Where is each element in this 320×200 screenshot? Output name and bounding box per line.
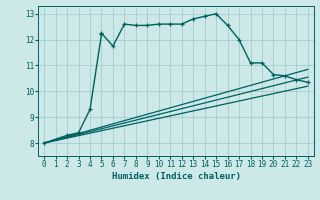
X-axis label: Humidex (Indice chaleur): Humidex (Indice chaleur): [111, 172, 241, 181]
